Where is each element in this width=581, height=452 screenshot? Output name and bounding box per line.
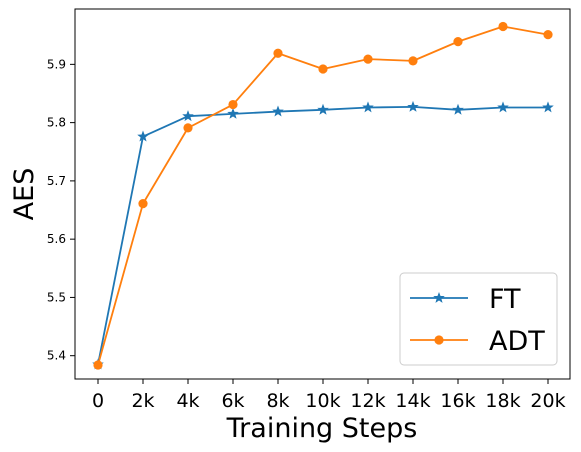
data-point-ft xyxy=(137,130,149,142)
y-axis-ticks: 5.4 5.5 5.6 5.7 5.8 5.9 xyxy=(47,57,75,363)
x-tick-label: 2k xyxy=(131,390,154,412)
x-tick-label: 12k xyxy=(350,390,385,412)
x-tick-label: 20k xyxy=(530,390,565,412)
data-point-ft xyxy=(272,105,284,117)
legend-swatch-marker xyxy=(433,291,445,303)
x-tick-label: 18k xyxy=(485,390,520,412)
data-point-adt xyxy=(138,199,148,209)
y-tick-label: 5.6 xyxy=(47,232,66,246)
x-tick-label: 8k xyxy=(266,390,289,412)
y-tick-label: 5.7 xyxy=(47,174,66,188)
data-point-ft xyxy=(362,101,374,113)
data-point-ft xyxy=(542,101,554,113)
x-axis-label: Training Steps xyxy=(226,413,418,444)
x-tick-label: 10k xyxy=(305,390,340,412)
y-tick-label: 5.8 xyxy=(47,116,66,130)
data-point-ft xyxy=(407,100,419,112)
data-point-adt xyxy=(498,21,508,32)
y-tick-label: 5.5 xyxy=(47,290,66,304)
data-point-adt xyxy=(453,37,463,47)
legend-item-adt: ADT xyxy=(410,326,545,357)
data-point-ft xyxy=(317,103,329,115)
y-tick-label: 5.9 xyxy=(47,57,66,71)
x-tick-label: 4k xyxy=(176,390,199,412)
data-point-ft xyxy=(182,110,194,122)
data-point-adt xyxy=(363,54,373,64)
data-point-ft xyxy=(227,107,239,119)
series-layer xyxy=(92,21,554,370)
y-axis-label: AES xyxy=(9,168,40,221)
legend: FT ADT xyxy=(399,272,558,366)
data-point-ft xyxy=(452,103,464,115)
data-point-adt xyxy=(273,48,283,58)
data-point-adt xyxy=(543,30,553,40)
y-tick-label: 5.4 xyxy=(47,349,66,363)
x-tick-label: 6k xyxy=(221,390,244,412)
data-point-adt xyxy=(228,99,238,110)
legend-item-ft: FT xyxy=(410,284,521,315)
legend-label: ADT xyxy=(489,326,545,357)
legend-swatch-marker xyxy=(434,335,444,345)
series-ft xyxy=(92,100,554,370)
x-tick-label: 14k xyxy=(395,390,430,412)
data-point-ft xyxy=(497,101,509,113)
data-point-adt xyxy=(318,64,328,74)
data-point-adt xyxy=(93,360,103,370)
x-axis-ticks: 0 2k 4k 6k 8k 10k 12k 14k 16k 18k 20k xyxy=(92,379,566,412)
x-tick-label: 0 xyxy=(92,390,104,412)
data-point-adt xyxy=(408,56,418,66)
data-point-adt xyxy=(183,123,193,133)
legend-label: FT xyxy=(489,284,521,315)
x-tick-label: 16k xyxy=(440,390,475,412)
series-adt xyxy=(93,21,553,370)
